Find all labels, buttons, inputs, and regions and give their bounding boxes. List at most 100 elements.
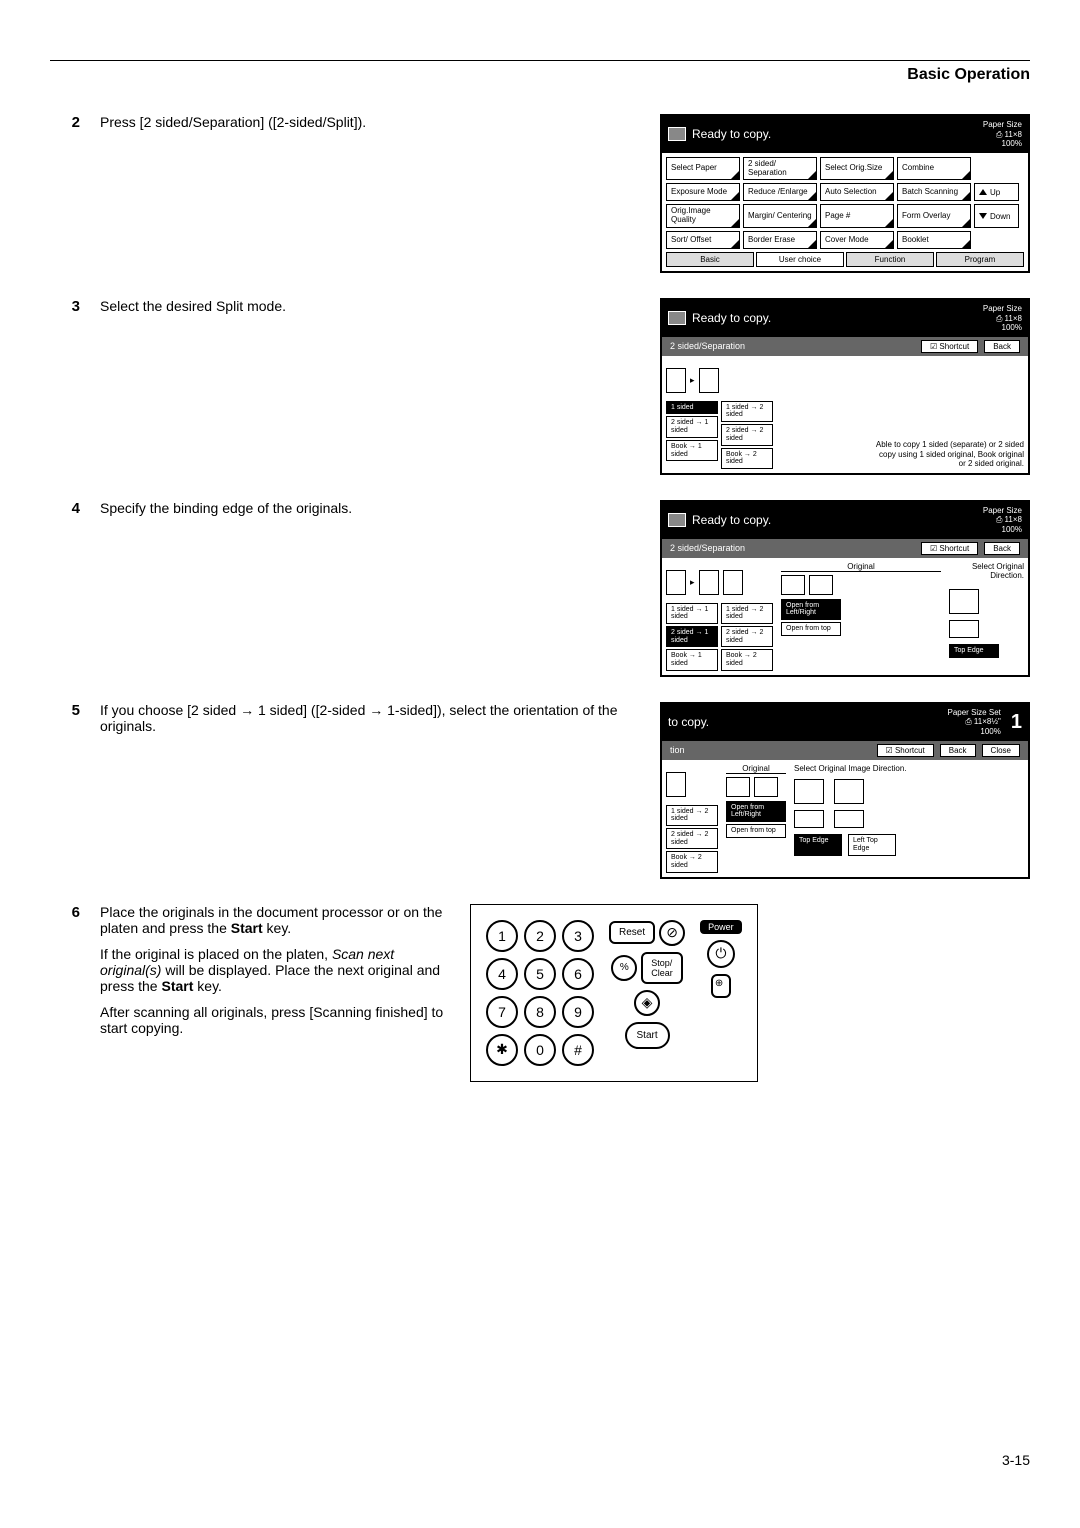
side-text: Select Original Image Direction. (794, 764, 1024, 774)
border-btn[interactable]: Border Erase (743, 231, 817, 249)
step6-p1: Place the originals in the document proc… (100, 904, 455, 936)
1to2-btn[interactable]: 1 sided → 2 sided (721, 401, 773, 422)
shortcut-btn[interactable]: ☑ Shortcut (921, 542, 978, 555)
cover-btn[interactable]: Cover Mode (820, 231, 894, 249)
key-3[interactable]: 3 (562, 920, 594, 952)
open-lr-btn[interactable]: Open from Left/Right (781, 599, 841, 620)
2to2-btn[interactable]: 2 sided → 2 sided (666, 828, 718, 849)
form-overlay-btn[interactable]: Form Overlay (897, 204, 971, 228)
orig-label: Original (726, 764, 786, 774)
doc-icon (668, 513, 686, 527)
paper-info: Paper Size ⎙ 11×8 100% (983, 506, 1022, 535)
screen-title: Ready to copy. (692, 127, 771, 141)
book2-btn[interactable]: Book → 2 sided (721, 448, 773, 469)
batch-btn[interactable]: Batch Scanning (897, 183, 971, 201)
2to1-btn[interactable]: 2 sided → 1 sided (666, 626, 718, 647)
key-star[interactable]: ✱ (486, 1034, 518, 1066)
2to2-btn[interactable]: 2 sided → 2 sided (721, 626, 773, 647)
screen-title: Ready to copy. (692, 513, 771, 527)
paper-info: Paper Size ⎙ 11×8 100% (983, 120, 1022, 149)
reset-btn[interactable]: Reset (609, 921, 655, 944)
orig-size-btn[interactable]: Select Orig.Size (820, 157, 894, 181)
aux-btn[interactable]: ⊕ (711, 974, 731, 998)
screen-title: to copy. (668, 715, 709, 729)
stop-btn[interactable]: Stop/ Clear (641, 952, 683, 984)
left-top-btn[interactable]: Left Top Edge (848, 834, 896, 855)
start-btn[interactable]: Start (625, 1022, 670, 1049)
open-top-btn[interactable]: Open from top (726, 824, 786, 838)
page-number: 3-15 (1002, 1452, 1030, 1468)
down-btn[interactable]: Down (974, 204, 1019, 228)
open-top-btn[interactable]: Open from top (781, 622, 841, 636)
diamond-icon[interactable]: ◈ (634, 990, 660, 1016)
slash-icon[interactable]: ⊘ (659, 920, 685, 946)
orig-quality-btn[interactable]: Orig.Image Quality (666, 204, 740, 228)
shortcut-btn[interactable]: ☑ Shortcut (877, 744, 934, 757)
subheader-title: 2 sided/Separation (670, 543, 745, 553)
back-btn[interactable]: Back (984, 542, 1020, 555)
2to2-btn[interactable]: 2 sided → 2 sided (721, 424, 773, 445)
auto-sel-btn[interactable]: Auto Selection (820, 183, 894, 201)
key-4[interactable]: 4 (486, 958, 518, 990)
tab-program[interactable]: Program (936, 252, 1024, 267)
2to1-btn[interactable]: 2 sided → 1 sided (666, 416, 718, 437)
1to2-btn[interactable]: 1 sided → 2 sided (666, 805, 718, 826)
key-2[interactable]: 2 (524, 920, 556, 952)
step-text-3: Select the desired Split mode. (100, 298, 660, 314)
key-9[interactable]: 9 (562, 996, 594, 1028)
pct-btn[interactable]: % (611, 955, 637, 981)
1sided-btn[interactable]: 1 sided (666, 401, 718, 415)
keypad-panel: 1 2 3 4 5 6 7 8 9 ✱ 0 # Reset ⊘ (470, 904, 758, 1082)
up-btn[interactable]: Up (974, 183, 1019, 201)
book2-btn[interactable]: Book → 2 sided (666, 851, 718, 872)
step6-p2: If the original is placed on the platen,… (100, 946, 455, 994)
set-num: 1 (1011, 711, 1022, 734)
doc-icon (668, 311, 686, 325)
key-0[interactable]: 0 (524, 1034, 556, 1066)
step-num-3: 3 (50, 298, 100, 315)
key-7[interactable]: 7 (486, 996, 518, 1028)
reduce-btn[interactable]: Reduce /Enlarge (743, 183, 817, 201)
two-sided-btn[interactable]: 2 sided/ Separation (743, 157, 817, 181)
key-5[interactable]: 5 (524, 958, 556, 990)
key-1[interactable]: 1 (486, 920, 518, 952)
page-header: Basic Operation (50, 66, 1030, 84)
shortcut-btn[interactable]: ☑ Shortcut (921, 340, 978, 353)
select-paper-btn[interactable]: Select Paper (666, 157, 740, 181)
combine-btn[interactable]: Combine (897, 157, 971, 181)
subheader-title: 2 sided/Separation (670, 341, 745, 351)
key-hash[interactable]: # (562, 1034, 594, 1066)
book2-btn[interactable]: Book → 2 sided (721, 649, 773, 670)
tab-basic[interactable]: Basic (666, 252, 754, 267)
book1-btn[interactable]: Book → 1 sided (666, 649, 718, 670)
step-num-5: 5 (50, 702, 100, 719)
orig-label: Original (781, 562, 941, 572)
top-edge-btn[interactable]: Top Edge (949, 644, 999, 658)
1to1-btn[interactable]: 1 sided → 1 sided (666, 603, 718, 624)
help-text: Able to copy 1 sided (separate) or 2 sid… (874, 440, 1024, 469)
exposure-btn[interactable]: Exposure Mode (666, 183, 740, 201)
top-edge-btn[interactable]: Top Edge (794, 834, 842, 855)
page-num-btn[interactable]: Page # (820, 204, 894, 228)
key-6[interactable]: 6 (562, 958, 594, 990)
doc-icon (668, 127, 686, 141)
step-num-4: 4 (50, 500, 100, 517)
tab-user[interactable]: User choice (756, 252, 844, 267)
step6-p3: After scanning all originals, press [Sca… (100, 1004, 455, 1036)
paper-info: Paper Size ⎙ 11×8 100% (983, 304, 1022, 333)
close-btn[interactable]: Close (982, 744, 1020, 757)
sort-btn[interactable]: Sort/ Offset (666, 231, 740, 249)
power-btn[interactable]: ⏻ (707, 940, 735, 968)
open-lr-btn[interactable]: Open from Left/Right (726, 801, 786, 822)
tab-function[interactable]: Function (846, 252, 934, 267)
margin-btn[interactable]: Margin/ Centering (743, 204, 817, 228)
back-btn[interactable]: Back (940, 744, 976, 757)
screen-title: Ready to copy. (692, 311, 771, 325)
book1-btn[interactable]: Book → 1 sided (666, 440, 718, 461)
key-8[interactable]: 8 (524, 996, 556, 1028)
step-text-2: Press [2 sided/Separation] ([2-sided/Spl… (100, 114, 660, 130)
booklet-btn[interactable]: Booklet (897, 231, 971, 249)
1to2-btn[interactable]: 1 sided → 2 sided (721, 603, 773, 624)
back-btn[interactable]: Back (984, 340, 1020, 353)
step-text-4: Specify the binding edge of the original… (100, 500, 660, 516)
